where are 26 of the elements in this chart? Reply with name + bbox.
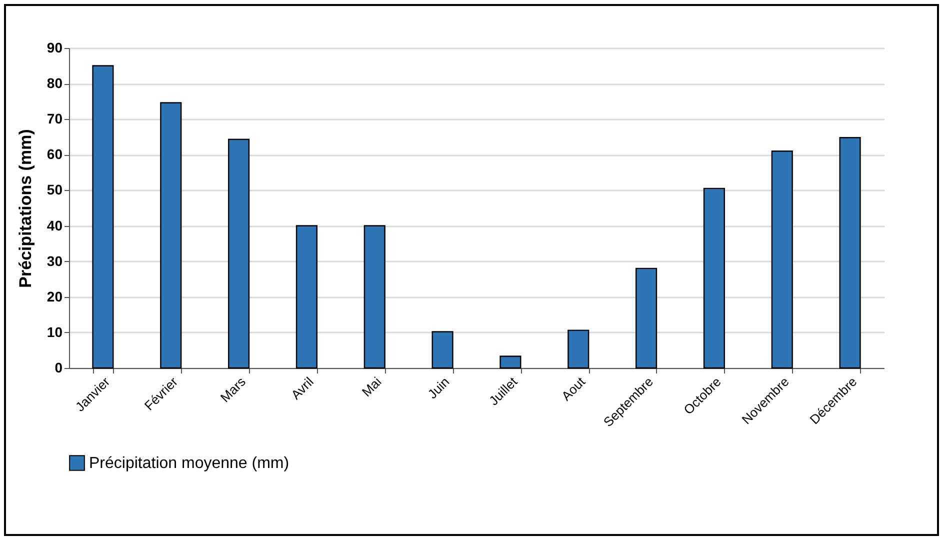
- bar: [568, 330, 590, 369]
- y-tick-label: 30: [46, 252, 63, 269]
- bar: [92, 65, 114, 369]
- bar: [839, 137, 861, 369]
- y-tick-label: 50: [46, 182, 63, 198]
- legend-label: Précipitation moyenne (mm): [89, 455, 290, 472]
- y-axis-title: Précipitations (mm): [16, 129, 35, 288]
- bar: [228, 138, 250, 369]
- y-tick-label: 60: [46, 146, 63, 162]
- bar: [500, 356, 522, 369]
- y-tick-label: 0: [54, 360, 63, 376]
- y-tick-label: 40: [46, 217, 63, 234]
- bar: [160, 102, 182, 369]
- bar: [296, 225, 318, 369]
- bar: [636, 268, 658, 369]
- y-tick-label: 10: [46, 324, 63, 340]
- x-tick-label: Mai: [358, 374, 384, 400]
- y-tick-label: 90: [46, 40, 63, 56]
- y-tick-label: 20: [46, 288, 63, 304]
- y-tick-label: 80: [46, 75, 63, 92]
- bar: [432, 331, 454, 369]
- bar: [703, 188, 725, 369]
- bar: [364, 225, 386, 369]
- bar: [771, 150, 793, 369]
- x-tick-label: Juin: [424, 374, 452, 402]
- y-tick-label: 70: [46, 110, 63, 127]
